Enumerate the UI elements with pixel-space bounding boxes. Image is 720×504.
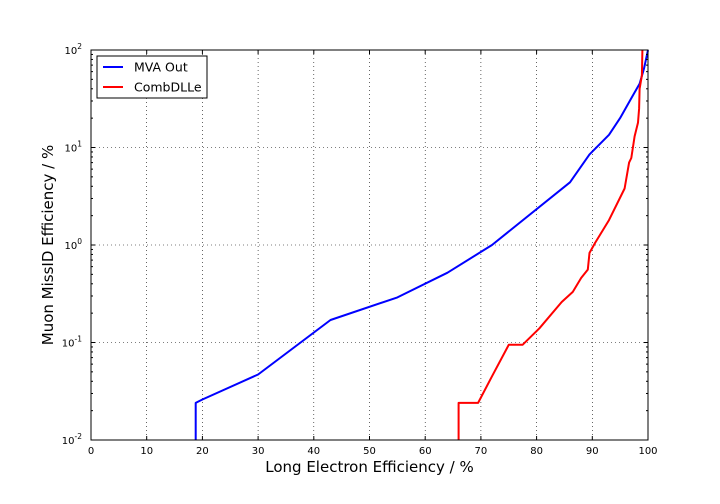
y-tick-label: 100 [64, 237, 82, 252]
x-tick-label: 0 [88, 446, 94, 457]
x-tick-label: 30 [252, 446, 265, 457]
legend: MVA Out CombDLLe [96, 55, 208, 99]
y-tick-base: 10 [62, 436, 75, 447]
series-line-combdlle [457, 49, 644, 440]
x-tick-label: 90 [586, 446, 599, 457]
y-tick-label: 10-2 [62, 432, 82, 447]
y-tick-label: 10-1 [62, 335, 82, 350]
series-line-mva-out [194, 49, 649, 440]
x-tick-label: 50 [363, 446, 376, 457]
x-tick-label: 40 [307, 446, 320, 457]
series-layer [194, 49, 649, 440]
grid [91, 50, 648, 440]
x-tick-label: 10 [140, 446, 153, 457]
x-tick-label: 60 [419, 446, 432, 457]
y-tick-exponent: -2 [75, 432, 83, 441]
x-axis-label: Long Electron Efficiency / % [265, 458, 473, 476]
x-tick-label: 70 [475, 446, 488, 457]
y-tick-label: 102 [64, 42, 82, 57]
x-tick-label: 20 [196, 446, 209, 457]
x-tick-label: 100 [638, 446, 657, 457]
legend-label-mva-out: MVA Out [134, 60, 188, 75]
y-tick-exponent: 2 [77, 42, 82, 51]
y-tick-base: 10 [64, 144, 77, 155]
y-tick-exponent: -1 [75, 335, 83, 344]
y-axis-label: Muon MissID Efficiency / % [39, 145, 57, 345]
y-tick-label: 101 [64, 140, 82, 155]
y-tick-base: 10 [64, 46, 77, 57]
x-tick-label: 80 [530, 446, 543, 457]
y-tick-exponent: 0 [77, 237, 82, 246]
y-tick-exponent: 1 [77, 140, 82, 149]
legend-box [96, 55, 208, 99]
y-tick-base: 10 [64, 241, 77, 252]
y-tick-base: 10 [62, 339, 75, 350]
legend-label-combdlle: CombDLLe [134, 80, 202, 95]
